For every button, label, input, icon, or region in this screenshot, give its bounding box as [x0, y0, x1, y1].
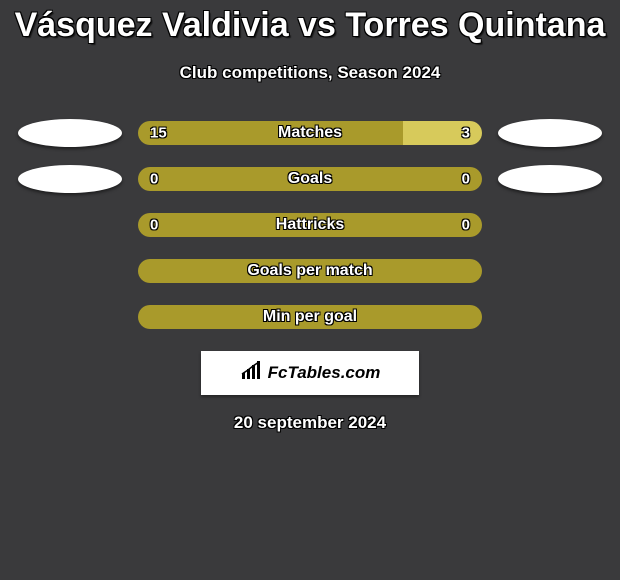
brand-box: FcTables.com	[201, 351, 419, 395]
player-oval-left	[18, 119, 122, 147]
stat-value-left: 0	[150, 171, 158, 188]
stat-value-right: 0	[462, 217, 470, 234]
stat-bar: Goals per match	[138, 259, 482, 283]
date-text: 20 september 2024	[0, 413, 620, 433]
stat-value-left: 0	[150, 217, 158, 234]
bar-chart-icon	[240, 361, 264, 386]
stat-label: Goals per match	[247, 262, 372, 280]
stat-row: Goals per match	[0, 259, 620, 283]
brand-label: FcTables.com	[268, 363, 381, 383]
player-oval-right	[498, 119, 602, 147]
stat-label: Matches	[278, 124, 342, 142]
stat-bar: Hattricks 0 0	[138, 213, 482, 237]
stat-rows: Matches 15 3 Goals 0 0 Hattricks 0 0 Goals per ma…	[0, 121, 620, 329]
page-title: Vásquez Valdivia vs Torres Quintana	[0, 6, 620, 45]
stat-bar: Matches 15 3	[138, 121, 482, 145]
stat-label: Hattricks	[276, 216, 344, 234]
stat-row: Hattricks 0 0	[0, 213, 620, 237]
subtitle: Club competitions, Season 2024	[0, 63, 620, 83]
stat-bar: Goals 0 0	[138, 167, 482, 191]
player-oval-left	[18, 165, 122, 193]
stat-bar: Min per goal	[138, 305, 482, 329]
player-oval-right	[498, 165, 602, 193]
stat-row: Min per goal	[0, 305, 620, 329]
bar-segment-left	[138, 121, 403, 145]
stat-value-left: 15	[150, 125, 167, 142]
stat-row: Goals 0 0	[0, 167, 620, 191]
stat-value-right: 3	[462, 125, 470, 142]
bar-segment-right	[403, 121, 482, 145]
stat-value-right: 0	[462, 171, 470, 188]
comparison-infographic: Vásquez Valdivia vs Torres Quintana Club…	[0, 0, 620, 580]
stat-row: Matches 15 3	[0, 121, 620, 145]
stat-label: Goals	[288, 170, 332, 188]
stat-label: Min per goal	[263, 308, 357, 326]
